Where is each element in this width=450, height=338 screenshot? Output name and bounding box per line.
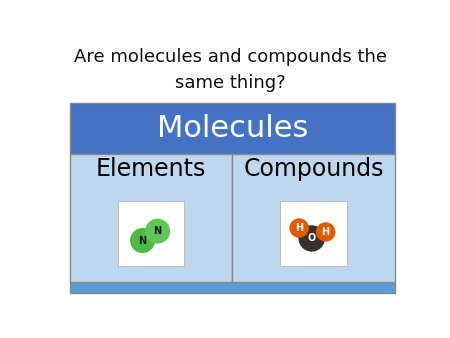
Bar bbox=[70, 154, 232, 282]
Ellipse shape bbox=[316, 222, 335, 242]
Text: N: N bbox=[139, 236, 147, 245]
Text: Elements: Elements bbox=[96, 156, 207, 180]
Text: Are molecules and compounds the: Are molecules and compounds the bbox=[74, 48, 387, 66]
Bar bbox=[280, 201, 346, 266]
Text: Molecules: Molecules bbox=[157, 114, 308, 143]
Text: H: H bbox=[322, 227, 330, 237]
Text: H: H bbox=[295, 223, 303, 233]
Ellipse shape bbox=[130, 228, 155, 253]
Bar bbox=[118, 201, 184, 266]
Bar bbox=[70, 103, 395, 154]
Ellipse shape bbox=[145, 219, 170, 244]
Text: Compounds: Compounds bbox=[243, 156, 384, 180]
Text: O: O bbox=[308, 234, 316, 243]
Ellipse shape bbox=[298, 225, 325, 251]
Bar bbox=[70, 282, 395, 293]
Text: N: N bbox=[153, 226, 162, 236]
Bar bbox=[232, 154, 395, 282]
Text: same thing?: same thing? bbox=[176, 74, 286, 92]
Ellipse shape bbox=[289, 218, 309, 238]
